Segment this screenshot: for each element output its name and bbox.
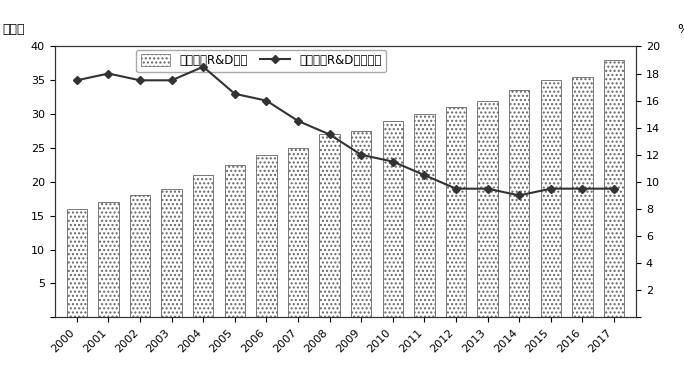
Bar <box>256 155 277 317</box>
Text: 万人年: 万人年 <box>3 22 25 36</box>
Bar <box>604 60 624 317</box>
Bar <box>224 165 245 317</box>
Bar <box>161 188 182 317</box>
Bar <box>193 175 213 317</box>
Bar <box>319 134 340 317</box>
Bar <box>509 91 529 317</box>
Bar <box>477 101 498 317</box>
Bar <box>446 107 466 317</box>
Bar <box>414 114 435 317</box>
Bar <box>382 121 403 317</box>
Bar <box>66 209 87 317</box>
Bar <box>288 148 308 317</box>
Bar <box>130 195 150 317</box>
Bar <box>98 202 119 317</box>
Text: %: % <box>676 22 684 36</box>
Bar <box>540 80 561 317</box>
Legend: 高等学校R&D人员, 高等学校R&D人员占比: 高等学校R&D人员, 高等学校R&D人员占比 <box>136 50 386 72</box>
Bar <box>572 77 592 317</box>
Bar <box>351 131 371 317</box>
